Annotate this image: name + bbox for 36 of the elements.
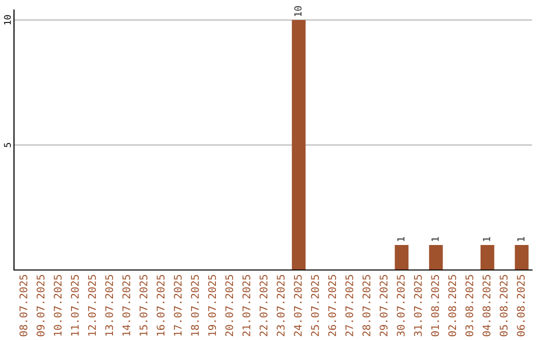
x-tick-label: 06.08.2025 xyxy=(516,275,525,336)
x-tick-label: 26.07.2025 xyxy=(328,275,336,336)
data-label: 1 xyxy=(483,237,490,242)
x-tick-label: 05.08.2025 xyxy=(500,275,508,336)
x-tick-label: 09.07.2025 xyxy=(36,275,44,336)
x-tick-label: 24.07.2025 xyxy=(294,275,302,336)
x-tick-label: 25.07.2025 xyxy=(311,275,319,336)
x-tick-label: 30.07.2025 xyxy=(396,275,405,336)
x-tick-label: 28.07.2025 xyxy=(362,275,370,336)
x-tick-label: 21.07.2025 xyxy=(242,275,250,336)
x-tick-label: 11.07.2025 xyxy=(70,275,79,336)
x-tick-label: 18.07.2025 xyxy=(190,275,199,336)
x-tick-label: 15.07.2025 xyxy=(140,275,148,336)
x-tick-label: 12.07.2025 xyxy=(88,275,96,336)
x-tick-label: 22.07.2025 xyxy=(260,275,268,336)
x-tick-label: 02.08.2025 xyxy=(448,275,456,336)
x-tick-label: 27.07.2025 xyxy=(345,275,354,336)
y-tick-label: 5 xyxy=(4,143,11,148)
data-label: 10 xyxy=(294,6,302,16)
x-tick-label: 19.07.2025 xyxy=(208,275,216,336)
data-label: 1 xyxy=(397,237,404,242)
x-tick-label: 31.07.2025 xyxy=(414,275,422,336)
x-tick-label: 29.07.2025 xyxy=(380,275,388,336)
x-tick-label: 16.07.2025 xyxy=(156,275,165,336)
x-tick-label: 08.07.2025 xyxy=(19,275,28,336)
x-tick-label: 01.08.2025 xyxy=(431,275,439,336)
x-tick-label: 04.08.2025 xyxy=(482,275,490,336)
x-tick-label: 23.07.2025 xyxy=(276,275,285,336)
x-tick-label: 10.07.2025 xyxy=(54,275,62,336)
data-label: 1 xyxy=(432,237,439,242)
x-tick-label: 17.07.2025 xyxy=(174,275,182,336)
x-tick-label: 13.07.2025 xyxy=(105,275,114,336)
data-label: 1 xyxy=(517,237,524,242)
x-tick-label: 20.07.2025 xyxy=(225,275,234,336)
x-tick-label: 03.08.2025 xyxy=(465,275,474,336)
x-tick-label: 14.07.2025 xyxy=(122,275,130,336)
